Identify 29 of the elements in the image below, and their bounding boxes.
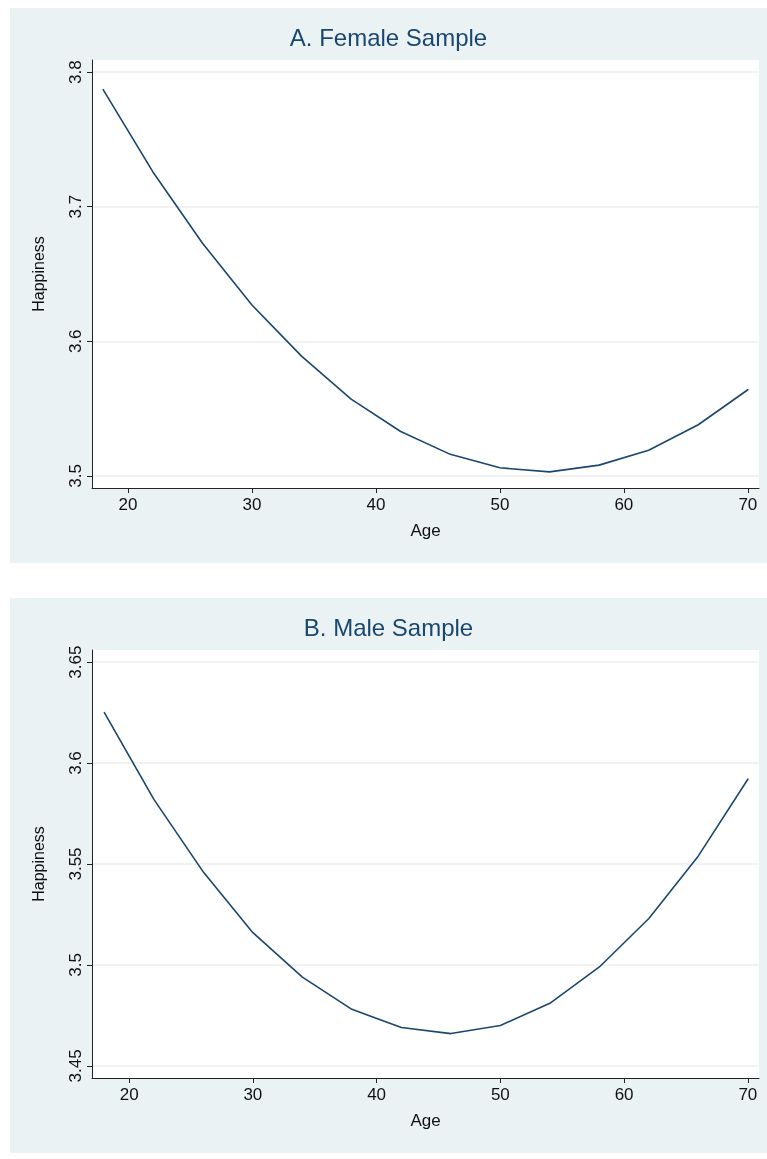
line-series [103, 711, 749, 1035]
y-tick-label: 3.7 [66, 194, 85, 219]
x-tick-label: 40 [366, 495, 386, 514]
y-tick-label: 3.5 [66, 953, 85, 977]
y-tick-label: 3.65 [66, 645, 85, 679]
x-tick-label: 70 [738, 495, 758, 514]
x-axis-title: Age [410, 521, 441, 540]
chart-title: A. Female Sample [289, 23, 488, 51]
x-tick-label: 30 [242, 495, 262, 514]
chart-title: B. Male Sample [303, 613, 474, 641]
y-tick-label: 3.45 [66, 1049, 85, 1083]
x-tick-label: 60 [614, 1085, 634, 1104]
x-tick-label: 30 [243, 1085, 263, 1104]
x-axis-title: Age [410, 1111, 441, 1130]
x-tick-label: 40 [367, 1085, 387, 1104]
x-tick-label: 20 [118, 495, 138, 514]
x-tick-label: 50 [490, 495, 510, 514]
y-tick-label: 3.6 [66, 751, 85, 775]
y-tick-label: 3.5 [66, 464, 85, 488]
y-axis-title: Happiness [29, 236, 47, 312]
x-tick-label: 50 [490, 1085, 510, 1104]
y-tick-label: 3.6 [66, 329, 85, 354]
y-tick-label: 3.55 [66, 847, 85, 881]
x-tick-label: 70 [738, 1085, 758, 1104]
y-tick-label: 3.8 [66, 60, 85, 84]
x-tick-label: 60 [614, 495, 634, 514]
y-axis-title: Happiness [29, 826, 47, 902]
x-tick-label: 20 [119, 1085, 139, 1104]
line-series [102, 88, 749, 473]
